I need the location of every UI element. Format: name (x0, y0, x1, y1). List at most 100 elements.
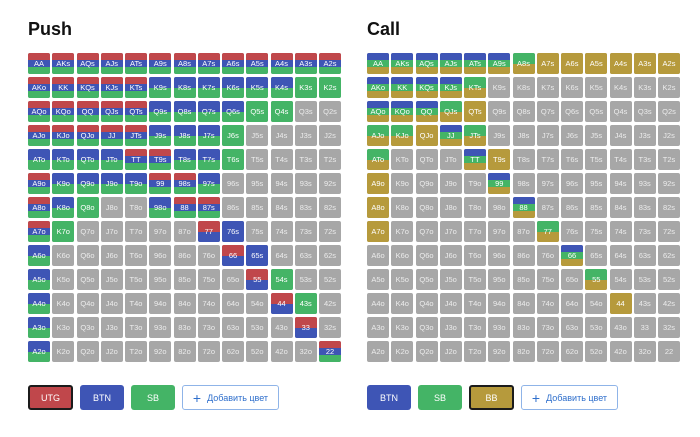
hand-cell[interactable]: K2s (658, 77, 680, 98)
hand-cell[interactable]: A6o (367, 245, 389, 266)
hand-cell[interactable]: K3s (633, 77, 656, 98)
hand-cell[interactable]: K4s (609, 77, 632, 98)
hand-cell[interactable]: T4o (464, 293, 486, 314)
hand-cell[interactable]: A9o (28, 173, 50, 194)
hand-cell[interactable]: ATs (464, 53, 486, 74)
hand-cell[interactable]: Q2o (76, 341, 99, 362)
hand-cell[interactable]: AA (367, 53, 389, 74)
hand-cell[interactable]: K2o (52, 341, 75, 362)
hand-cell[interactable]: 63s (294, 245, 317, 266)
hand-cell[interactable]: K3s (294, 77, 317, 98)
hand-cell[interactable]: 53o (246, 317, 269, 338)
hand-cell[interactable]: A5o (28, 269, 50, 290)
hand-cell[interactable]: KK (391, 77, 414, 98)
hand-cell[interactable]: J7o (439, 221, 462, 242)
hand-cell[interactable]: A8s (173, 53, 196, 74)
hand-cell[interactable]: 74o (536, 293, 559, 314)
hand-cell[interactable]: T3o (125, 317, 147, 338)
hand-cell[interactable]: 73o (197, 317, 220, 338)
hand-cell[interactable]: K5o (391, 269, 414, 290)
hand-cell[interactable]: 87s (536, 197, 559, 218)
hand-cell[interactable]: J6s (561, 125, 583, 146)
hand-cell[interactable]: KQo (52, 101, 75, 122)
hand-cell[interactable]: 92o (488, 341, 511, 362)
hand-cell[interactable]: 43o (270, 317, 293, 338)
hand-cell[interactable]: J5s (246, 125, 269, 146)
hand-cell[interactable]: 53s (294, 269, 317, 290)
hand-cell[interactable]: A7s (197, 53, 220, 74)
hand-cell[interactable]: AA (28, 53, 50, 74)
hand-cell[interactable]: A7s (536, 53, 559, 74)
hand-cell[interactable]: J8o (100, 197, 123, 218)
hand-cell[interactable]: JJ (100, 125, 123, 146)
hand-cell[interactable]: A4s (270, 53, 293, 74)
hand-cell[interactable]: K8s (512, 77, 535, 98)
hand-cell[interactable]: T6s (561, 149, 583, 170)
hand-cell[interactable]: QTs (464, 101, 486, 122)
hand-cell[interactable]: 88 (173, 197, 196, 218)
hand-cell[interactable]: K2s (319, 77, 341, 98)
hand-cell[interactable]: K5s (585, 77, 608, 98)
hand-cell[interactable]: 83s (294, 197, 317, 218)
hand-cell[interactable]: 84s (609, 197, 632, 218)
hand-cell[interactable]: 82s (658, 197, 680, 218)
hand-cell[interactable]: T6o (464, 245, 486, 266)
hand-cell[interactable]: 43o (609, 317, 632, 338)
hand-cell[interactable]: ATo (28, 149, 50, 170)
hand-cell[interactable]: 82o (173, 341, 196, 362)
color-chip-btn[interactable]: BTN (367, 385, 411, 410)
hand-cell[interactable]: J9o (100, 173, 123, 194)
hand-cell[interactable]: 98o (149, 197, 172, 218)
hand-cell[interactable]: 63s (633, 245, 656, 266)
hand-cell[interactable]: K9s (488, 77, 511, 98)
hand-cell[interactable]: 52s (658, 269, 680, 290)
hand-cell[interactable]: T8o (464, 197, 486, 218)
hand-cell[interactable]: T2s (319, 149, 341, 170)
hand-cell[interactable]: 93s (294, 173, 317, 194)
hand-cell[interactable]: JJ (439, 125, 462, 146)
hand-cell[interactable]: 54o (585, 293, 608, 314)
hand-cell[interactable]: QQ (415, 101, 438, 122)
hand-cell[interactable]: 93o (149, 317, 172, 338)
hand-cell[interactable]: 92s (658, 173, 680, 194)
hand-cell[interactable]: 84o (173, 293, 196, 314)
hand-cell[interactable]: ATo (367, 149, 389, 170)
hand-cell[interactable]: K4o (391, 293, 414, 314)
hand-cell[interactable]: K6s (222, 77, 244, 98)
hand-cell[interactable]: T7o (125, 221, 147, 242)
hand-cell[interactable]: Q4s (270, 101, 293, 122)
hand-cell[interactable]: T5o (125, 269, 147, 290)
hand-cell[interactable]: J4s (270, 125, 293, 146)
hand-cell[interactable]: J9o (439, 173, 462, 194)
hand-cell[interactable]: A9s (488, 53, 511, 74)
color-chip-utg[interactable]: UTG (28, 385, 73, 410)
hand-cell[interactable]: T9s (488, 149, 511, 170)
hand-cell[interactable]: KTo (391, 149, 414, 170)
hand-cell[interactable]: T7s (536, 149, 559, 170)
hand-cell[interactable]: 94o (149, 293, 172, 314)
hand-cell[interactable]: K9o (391, 173, 414, 194)
hand-cell[interactable]: A9s (149, 53, 172, 74)
hand-cell[interactable]: J7s (536, 125, 559, 146)
hand-cell[interactable]: 88 (512, 197, 535, 218)
hand-cell[interactable]: 72o (536, 341, 559, 362)
hand-cell[interactable]: AQo (28, 101, 50, 122)
hand-cell[interactable]: 74s (270, 221, 293, 242)
hand-cell[interactable]: Q5o (76, 269, 99, 290)
hand-cell[interactable]: 64o (561, 293, 583, 314)
hand-cell[interactable]: 44 (609, 293, 632, 314)
hand-cell[interactable]: KQs (76, 77, 99, 98)
hand-cell[interactable]: KQo (391, 101, 414, 122)
hand-cell[interactable]: 52s (319, 269, 341, 290)
hand-cell[interactable]: KTo (52, 149, 75, 170)
hand-cell[interactable]: J4o (100, 293, 123, 314)
hand-cell[interactable]: A8s (512, 53, 535, 74)
hand-cell[interactable]: 93s (633, 173, 656, 194)
hand-cell[interactable]: AKo (367, 77, 389, 98)
add-color-button[interactable]: + Добавить цвет (182, 385, 279, 410)
hand-cell[interactable]: K9s (149, 77, 172, 98)
hand-cell[interactable]: 82s (319, 197, 341, 218)
hand-cell[interactable]: J5o (439, 269, 462, 290)
hand-cell[interactable]: 65s (585, 245, 608, 266)
hand-cell[interactable]: Q8o (415, 197, 438, 218)
